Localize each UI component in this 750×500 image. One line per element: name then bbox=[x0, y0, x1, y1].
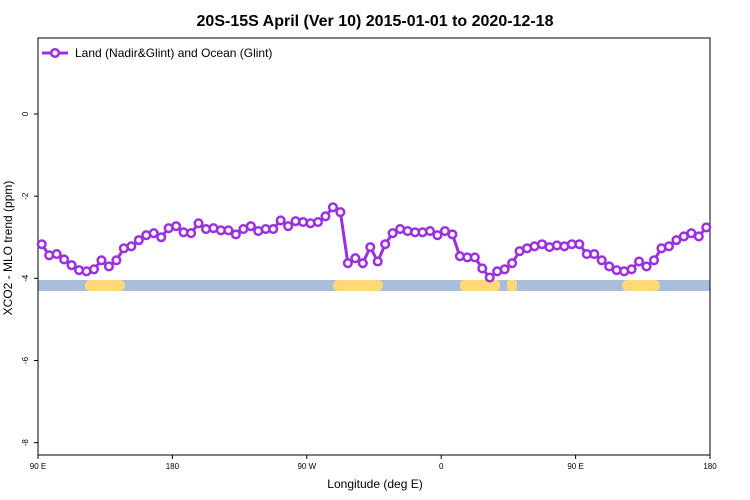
data-point bbox=[103, 261, 114, 272]
data-point bbox=[484, 272, 495, 283]
data-point bbox=[126, 241, 137, 252]
x-tick-label: 180 bbox=[166, 462, 180, 471]
y-axis-label: XCO2 - MLO trend (ppm) bbox=[1, 181, 15, 316]
data-point bbox=[156, 232, 167, 243]
data-point bbox=[663, 241, 674, 252]
data-point bbox=[230, 229, 241, 240]
data-point bbox=[268, 223, 279, 235]
data-point bbox=[365, 242, 376, 253]
x-tick-label: 180 bbox=[703, 462, 717, 471]
legend-label: Land (Nadir&Glint) and Ocean (Glint) bbox=[75, 46, 272, 60]
data-point bbox=[477, 263, 488, 274]
x-tick-label: 90 W bbox=[297, 462, 316, 471]
data-point bbox=[671, 235, 682, 246]
data-point bbox=[51, 249, 62, 260]
data-point bbox=[171, 221, 182, 232]
data-point bbox=[589, 249, 600, 260]
data-point bbox=[372, 256, 383, 267]
data-point bbox=[36, 239, 47, 250]
data-point bbox=[327, 202, 338, 213]
data-point bbox=[634, 256, 645, 267]
data-point bbox=[312, 217, 324, 228]
data-point bbox=[148, 228, 159, 239]
data-point bbox=[648, 255, 660, 266]
land-ocean-mask bbox=[38, 280, 710, 291]
y-tick-label: 0 bbox=[21, 111, 30, 116]
y-tick-label: -6 bbox=[21, 356, 30, 364]
data-point bbox=[350, 253, 361, 264]
x-tick-label: 90 E bbox=[567, 462, 583, 471]
legend-marker bbox=[49, 47, 61, 59]
data-point bbox=[380, 239, 391, 250]
data-point bbox=[596, 255, 607, 266]
x-tick-label: 0 bbox=[439, 462, 444, 471]
data-point bbox=[626, 264, 637, 275]
data-point bbox=[223, 225, 234, 236]
data-point bbox=[447, 229, 458, 240]
data-point bbox=[133, 235, 144, 246]
data-point bbox=[507, 258, 518, 269]
data-point bbox=[283, 221, 294, 232]
data-point bbox=[66, 260, 77, 271]
data-point bbox=[193, 218, 204, 229]
y-tick-label: -8 bbox=[21, 439, 30, 447]
data-point bbox=[59, 254, 70, 265]
data-point bbox=[432, 230, 443, 241]
data-point bbox=[342, 258, 353, 269]
data-point bbox=[320, 211, 331, 222]
data-point bbox=[186, 228, 197, 239]
data-point bbox=[469, 252, 480, 263]
data-point bbox=[574, 239, 585, 250]
data-point bbox=[88, 264, 100, 275]
data-point bbox=[245, 221, 256, 232]
data-point bbox=[424, 226, 436, 237]
data-point bbox=[387, 228, 398, 239]
data-point bbox=[693, 231, 704, 242]
data-point bbox=[111, 255, 122, 266]
data-point bbox=[604, 261, 615, 272]
x-tick-label: 90 E bbox=[30, 462, 46, 471]
data-point bbox=[357, 258, 368, 269]
data-point bbox=[499, 264, 510, 275]
data-point bbox=[275, 215, 286, 226]
y-tick-label: -4 bbox=[21, 274, 30, 282]
chart-title: 20S-15S April (Ver 10) 2015-01-01 to 202… bbox=[197, 13, 554, 30]
data-point bbox=[335, 207, 346, 218]
y-tick-label: -2 bbox=[21, 192, 30, 200]
x-axis-label: Longitude (deg E) bbox=[327, 477, 422, 491]
data-point bbox=[641, 261, 652, 272]
data-point bbox=[701, 222, 712, 233]
data-point bbox=[96, 255, 107, 266]
